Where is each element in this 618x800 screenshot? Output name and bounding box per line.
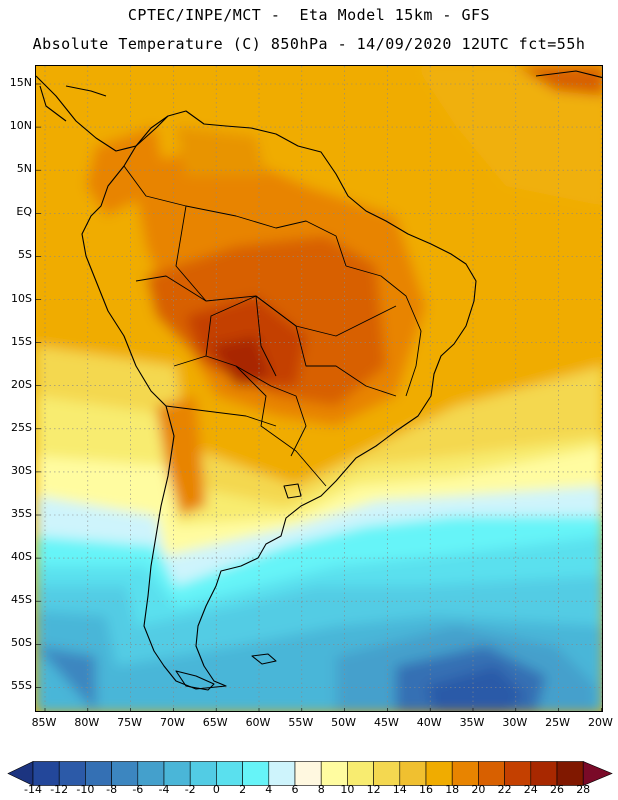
colorbar-label: 2 [239, 783, 247, 796]
colorbar-swatch [216, 761, 243, 786]
temperature-field [36, 66, 602, 711]
lon-label: 45W [373, 716, 399, 729]
colorbar-swatch [137, 761, 165, 786]
colorbar-swatch [242, 761, 270, 786]
lon-label: 75W [117, 716, 143, 729]
lon-label: 80W [74, 716, 100, 729]
colorbar-label: -10 [76, 783, 95, 796]
lon-label: 30W [502, 716, 528, 729]
colorbar-swatch [347, 761, 374, 786]
colorbar-label: 18 [445, 783, 460, 796]
temperature-map [36, 66, 602, 711]
lon-label: 20W [587, 716, 613, 729]
lat-label: 5S [18, 248, 32, 262]
lon-label: 35W [459, 716, 485, 729]
lat-label: 40S [11, 550, 32, 564]
colorbar-label: -14 [24, 783, 42, 796]
colorbar-label: 24 [523, 783, 538, 796]
colorbar-swatch [556, 761, 584, 786]
lat-label: 5N [16, 162, 32, 176]
colorbar-label: -12 [50, 783, 69, 796]
colorbar-label: 12 [366, 783, 381, 796]
colorbar-label: 22 [497, 783, 512, 796]
map-frame [35, 65, 603, 712]
colorbar-swatch [163, 761, 191, 786]
colorbar-swatch [58, 761, 86, 786]
colorbar-label: 6 [291, 783, 299, 796]
lat-label: 50S [11, 636, 32, 650]
lat-label: EQ [16, 205, 32, 219]
colorbar [7, 761, 613, 786]
colorbar-label: -8 [106, 783, 118, 796]
lat-label: 35S [11, 507, 32, 520]
colorbar-swatch [111, 761, 139, 786]
colorbar-under-arrow [7, 761, 34, 786]
colorbar-swatch [320, 761, 348, 786]
colorbar-swatch [425, 761, 453, 786]
colorbar-swatch [32, 761, 60, 786]
coordinate-grid [36, 66, 602, 711]
lon-label: 85W [31, 716, 57, 729]
colorbar-swatch [530, 761, 558, 786]
lon-label: 65W [202, 716, 228, 729]
colorbar-swatch [399, 761, 427, 786]
colorbar-label: 10 [340, 783, 355, 796]
lon-label: 40W [416, 716, 442, 729]
colorbar-label: 0 [212, 783, 220, 796]
colorbar-swatch [478, 761, 505, 786]
colorbar-swatch [268, 761, 296, 786]
colorbar-swatch [451, 761, 479, 786]
lat-label: 10N [9, 119, 32, 133]
colorbar-label: 26 [550, 783, 564, 796]
colorbar-label: -6 [132, 783, 144, 796]
colorbar-label: 28 [576, 783, 591, 796]
lat-label: 10S [11, 291, 32, 305]
lon-label: 55W [288, 716, 314, 729]
lat-label: 20S [11, 377, 32, 391]
colorbar-swatch [294, 761, 322, 786]
lat-label: 25S [11, 420, 32, 434]
lon-label: 25W [545, 716, 571, 729]
lon-label: 50W [331, 716, 357, 729]
title-line-1: CPTEC/INPE/MCT - Eta Model 15km - GFS [127, 6, 491, 24]
colorbar-label: 4 [265, 783, 273, 796]
lat-label: 30S [11, 463, 32, 477]
colorbar-swatch [373, 761, 401, 786]
lat-label: 15N [9, 76, 32, 89]
lon-label: 70W [159, 716, 185, 729]
lat-label: 15S [11, 334, 32, 348]
colorbar-label: 16 [419, 783, 433, 796]
colorbar-over-arrow [582, 761, 613, 786]
colorbar-label: -2 [184, 783, 196, 796]
lon-label: 60W [245, 716, 271, 729]
colorbar-label: 14 [392, 783, 407, 796]
colorbar-label: 20 [471, 783, 486, 796]
colorbar-label: 8 [317, 783, 325, 796]
colorbar-swatch [189, 761, 217, 786]
colorbar-swatch [504, 761, 532, 786]
lat-label: 45S [11, 593, 32, 607]
lat-label: 55S [11, 679, 32, 693]
title-line-2: Absolute Temperature (C) 850hPa - 14/09/… [32, 35, 586, 53]
colorbar-swatch [85, 761, 112, 786]
colorbar-label: -4 [158, 783, 170, 796]
coastlines [36, 70, 602, 691]
